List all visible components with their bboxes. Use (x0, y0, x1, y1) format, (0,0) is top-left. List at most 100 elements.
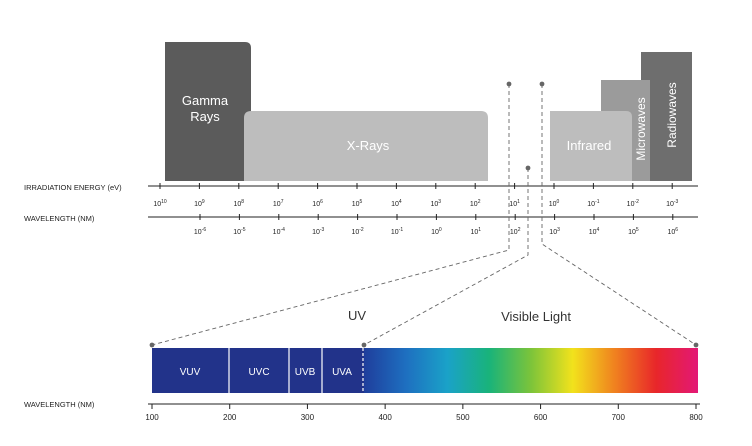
energy-tick-label: 102 (470, 199, 481, 208)
nm-tick-label: 100 (145, 413, 159, 422)
wavelength-tick-exponent: 4 (597, 227, 600, 233)
energy-tick-exponent: 8 (241, 199, 244, 205)
energy-tick-exponent: 9 (202, 199, 205, 205)
leader-lines (151, 84, 697, 346)
energy-tick-label: 106 (312, 199, 323, 208)
xrays-band (244, 111, 488, 181)
energy-tick-exponent: -1 (595, 199, 600, 205)
leader-dot (149, 342, 155, 348)
energy-tick-exponent: 6 (320, 199, 323, 205)
radiowaves-label: Radiowaves (665, 82, 679, 147)
uv-label: UV (348, 308, 366, 323)
energy-tick-label: 103 (431, 199, 442, 208)
wavelength-tick-label: 103 (549, 227, 560, 236)
uvb-label: UVB (295, 367, 316, 378)
nm-tick-label: 700 (612, 413, 626, 422)
wavelength-tick-label: 105 (628, 227, 639, 236)
xrays-label: X-Rays (347, 138, 390, 153)
energy-tick-label: 101 (509, 199, 520, 208)
uv-segment-bar (152, 348, 364, 393)
energy-tick-exponent: -3 (674, 199, 679, 205)
energy-tick-exponent: 4 (399, 199, 402, 205)
wavelength-tick-label: 10-1 (391, 227, 403, 236)
energy-tick-label: 100 (549, 199, 560, 208)
wavelength-tick-label: 10-4 (273, 227, 285, 236)
uv-segment-dividers (228, 348, 364, 393)
energy-tick-label: 10-2 (627, 199, 639, 208)
energy-tick-base: 10 (587, 201, 595, 208)
wavelength-tick-label: 106 (668, 227, 679, 236)
energy-tick-base: 10 (153, 201, 161, 208)
wavelength-tick-base: 10 (312, 229, 320, 236)
uva-label: UVA (332, 367, 352, 378)
wavelength-tick-exponent: 2 (518, 227, 521, 233)
wavelength-tick-exponent: 5 (636, 227, 639, 233)
nm-tick-label: 200 (223, 413, 237, 422)
leader-dots (149, 81, 699, 348)
gamma-rays-label-line1: Gamma (182, 93, 229, 108)
energy-tick-label: 10-3 (666, 199, 678, 208)
wavelength-tick-base: 10 (549, 229, 557, 236)
energy-axis-ticks: 1010 109 108 107 106 105 104 103 102 101 100 10-1 10… (153, 183, 679, 208)
wavelength-tick-base: 10 (233, 229, 241, 236)
wavelength-tick-base: 10 (589, 229, 597, 236)
wavelength-tick-exponent: -5 (241, 227, 246, 233)
energy-tick-base: 10 (194, 201, 202, 208)
wavelength-tick-exponent: 1 (478, 227, 481, 233)
wavelength-tick-label: 100 (431, 227, 442, 236)
energy-tick-label: 107 (273, 199, 284, 208)
wavelength-tick-exponent: -1 (399, 227, 404, 233)
uv-right-leader (363, 168, 529, 346)
nm-tick-label: 800 (689, 413, 703, 422)
wavelength-tick-base: 10 (351, 229, 359, 236)
vuv-label: VUV (180, 367, 201, 378)
energy-tick-base: 10 (509, 201, 517, 208)
leader-dot (693, 342, 699, 348)
wavelength-tick-label: 10-2 (351, 227, 363, 236)
gamma-rays-label-line2: Rays (190, 109, 220, 124)
wavelength-tick-base: 10 (194, 229, 202, 236)
energy-tick-base: 10 (431, 201, 439, 208)
energy-tick-label: 108 (234, 199, 245, 208)
wavelength-tick-exponent: 6 (675, 227, 678, 233)
energy-tick-base: 10 (312, 201, 320, 208)
nm-axis-ticks: 100 200 300 400 500 600 700 800 (145, 404, 703, 422)
wavelength-axis-ticks: 10-6 10-5 10-4 10-3 10-2 10-1 100 101 102 103 104 1… (194, 214, 678, 236)
energy-tick-exponent: 10 (161, 199, 167, 205)
wavelength-tick-base: 10 (471, 229, 479, 236)
nm-axis-label: WAVELENGTH (NM) (24, 400, 95, 409)
energy-tick-base: 10 (273, 201, 281, 208)
infrared-band (550, 111, 632, 181)
wavelength-tick-label: 102 (510, 227, 521, 236)
radiowaves-band (641, 52, 692, 181)
wavelength-axis-label: WAVELENGTH (NM) (24, 214, 95, 223)
wavelength-tick-base: 10 (628, 229, 636, 236)
energy-tick-exponent: 3 (438, 199, 441, 205)
energy-tick-base: 10 (234, 201, 242, 208)
wavelength-tick-label: 101 (471, 227, 482, 236)
leader-dot (539, 81, 545, 87)
energy-tick-label: 105 (352, 199, 363, 208)
energy-tick-base: 10 (391, 201, 399, 208)
wavelength-tick-base: 10 (510, 229, 518, 236)
energy-tick-label: 10-1 (587, 199, 599, 208)
energy-tick-label: 104 (391, 199, 402, 208)
wavelength-tick-base: 10 (273, 229, 281, 236)
wavelength-tick-label: 104 (589, 227, 600, 236)
wavelength-tick-base: 10 (431, 229, 439, 236)
energy-tick-exponent: 2 (478, 199, 481, 205)
energy-axis-label: IRRADIATION ENERGY (eV) (24, 183, 122, 192)
energy-tick-exponent: 7 (281, 199, 284, 205)
visible-right-leader (541, 84, 697, 346)
nm-tick-label: 300 (301, 413, 315, 422)
leader-dot (506, 81, 512, 87)
infrared-label: Infrared (567, 138, 612, 153)
wavelength-tick-label: 10-6 (194, 227, 206, 236)
gamma-rays-band (165, 42, 251, 181)
energy-tick-exponent: 5 (360, 199, 363, 205)
energy-tick-base: 10 (352, 201, 360, 208)
visible-light-label: Visible Light (501, 309, 571, 324)
leader-dot (525, 165, 531, 171)
wavelength-tick-exponent: -4 (280, 227, 285, 233)
